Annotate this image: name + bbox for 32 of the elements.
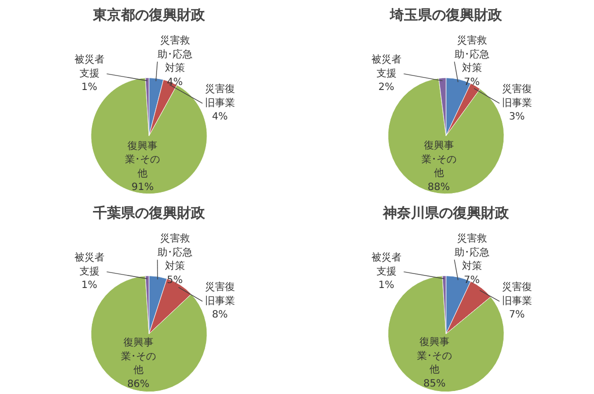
chart-title: 神奈川県の復興財政 xyxy=(382,204,510,222)
slice-label: 災害復旧事業 xyxy=(204,281,235,307)
chart-title: 東京都の復興財政 xyxy=(92,6,206,24)
slice-label: 被災者支援 xyxy=(74,54,104,80)
slice-label: 被災者支援 xyxy=(371,54,402,80)
slice-label: 復興事業･その他 xyxy=(120,336,156,376)
slice-label: 復興事業･その他 xyxy=(421,140,456,180)
data-label: 91% xyxy=(132,182,154,194)
slice-label: 災害救助･応急対策 xyxy=(454,232,490,272)
chart-title: 埼玉県の復興財政 xyxy=(389,8,503,24)
data-label: 1% xyxy=(81,82,98,94)
data-label: 8% xyxy=(212,310,228,321)
chart-title: 千葉県の復興財政 xyxy=(92,204,206,222)
slice-label: 被災者支援 xyxy=(74,252,104,278)
slice-label: 災害復旧事業 xyxy=(502,83,532,109)
slice-label: 復興事業･その他 xyxy=(125,140,160,180)
slice-label: 復興事業･その他 xyxy=(416,336,452,376)
slice-label: 災害救助･応急対策 xyxy=(157,34,192,74)
data-label: 1% xyxy=(81,280,98,292)
slice-label: 災害救助･応急対策 xyxy=(157,232,192,272)
slice-label: 災害救助･応急対策 xyxy=(454,34,490,74)
slice-label: 被災者支援 xyxy=(371,252,402,278)
data-label: 85% xyxy=(423,378,446,390)
data-label: 88% xyxy=(428,182,450,193)
data-label: 4% xyxy=(212,112,228,123)
slice-label: 災害復旧事業 xyxy=(204,83,235,109)
slice-label: 災害復旧事業 xyxy=(502,281,532,307)
data-label: 86% xyxy=(127,378,150,390)
data-label: 3% xyxy=(508,112,525,123)
data-label: 7% xyxy=(508,310,525,321)
data-label: 2% xyxy=(378,82,394,94)
data-label: 1% xyxy=(378,280,394,292)
